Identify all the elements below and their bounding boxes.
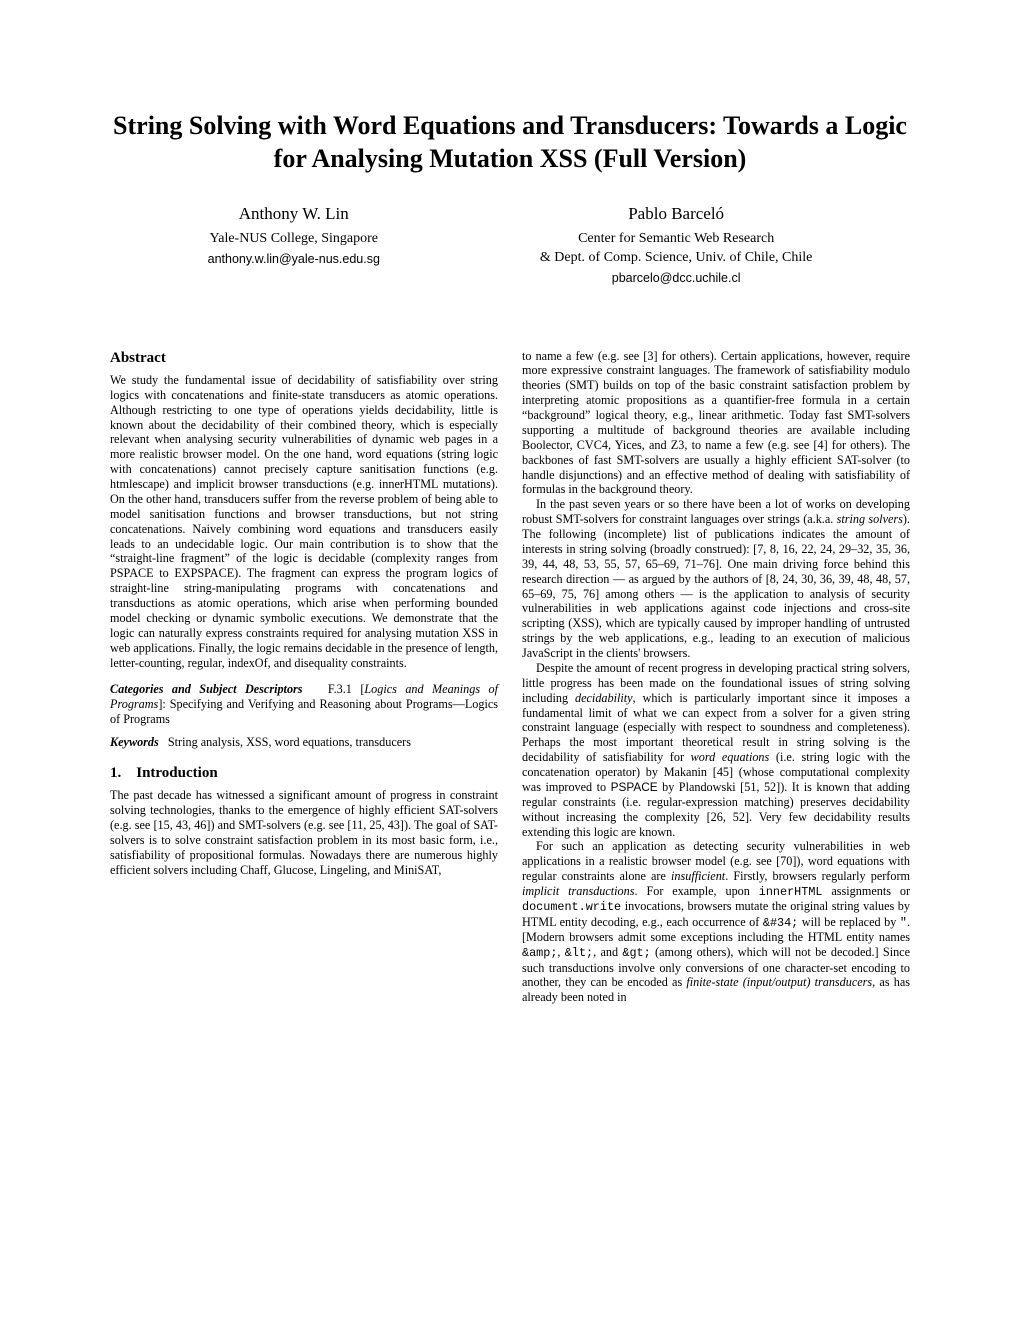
kw-text: String analysis, XSS, word equations, tr…	[168, 735, 411, 749]
author-affiliation-2b: & Dept. of Comp. Science, Univ. of Chile…	[540, 249, 812, 268]
col2-para-1: to name a few (e.g. see [3] for others).…	[522, 349, 910, 498]
author-affiliation-2a: Center for Semantic Web Research	[540, 230, 812, 249]
abstract-heading: Abstract	[110, 349, 498, 367]
paper-title: String Solving with Word Equations and T…	[110, 110, 910, 175]
author-block-2: Pablo Barceló Center for Semantic Web Re…	[540, 203, 812, 287]
right-column: to name a few (e.g. see [3] for others).…	[522, 349, 910, 1006]
author-email-1: anthony.w.lin@yale-nus.edu.sg	[208, 251, 380, 268]
abstract-text: We study the fundamental issue of decida…	[110, 373, 498, 671]
kw-label: Keywords	[110, 735, 159, 749]
left-column: Abstract We study the fundamental issue …	[110, 349, 498, 1006]
intro-para-1: The past decade has witnessed a signific…	[110, 788, 498, 877]
categories-block: Categories and Subject Descriptors F.3.1…	[110, 682, 498, 727]
author-name-1: Anthony W. Lin	[208, 203, 380, 226]
section-1-heading: 1. Introduction	[110, 764, 498, 782]
author-email-2: pbarcelo@dcc.uchile.cl	[540, 270, 812, 287]
author-name-2: Pablo Barceló	[540, 203, 812, 226]
author-affiliation-1: Yale-NUS College, Singapore	[208, 230, 380, 249]
col2-para-4: For such an application as detecting sec…	[522, 839, 910, 1005]
keywords-block: Keywords String analysis, XSS, word equa…	[110, 735, 498, 750]
authors-row: Anthony W. Lin Yale-NUS College, Singapo…	[110, 203, 910, 287]
page: String Solving with Word Equations and T…	[0, 0, 1020, 1065]
col2-para-2: In the past seven years or so there have…	[522, 497, 910, 661]
csd-label: Categories and Subject Descriptors	[110, 682, 303, 696]
col2-para-3: Despite the amount of recent progress in…	[522, 661, 910, 840]
author-block-1: Anthony W. Lin Yale-NUS College, Singapo…	[208, 203, 380, 287]
two-column-body: Abstract We study the fundamental issue …	[110, 349, 910, 1006]
